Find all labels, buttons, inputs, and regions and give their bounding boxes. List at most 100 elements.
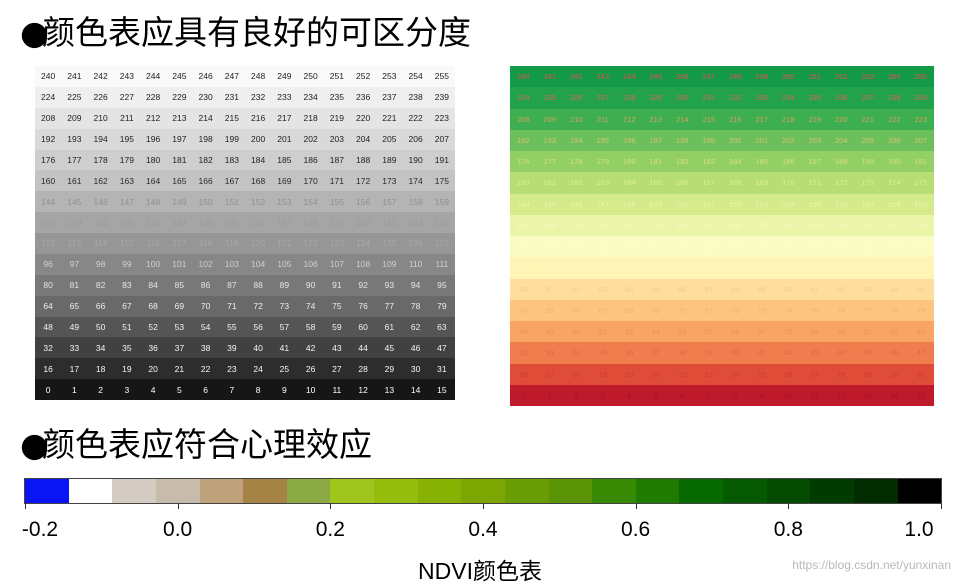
grid-cell: 213 — [166, 107, 193, 129]
grid-cell: 114 — [563, 236, 590, 258]
grid-cell: 182 — [192, 149, 219, 171]
grid-cell: 224 — [510, 87, 537, 109]
grid-cell: 221 — [376, 107, 403, 129]
grid-cell: 240 — [510, 66, 537, 88]
grid-cell: 255 — [428, 66, 455, 87]
grid-cell: 132 — [140, 212, 167, 233]
grid-cell: 123 — [323, 233, 350, 254]
grid-cell: 50 — [563, 321, 590, 343]
grid-cell: 53 — [642, 321, 669, 343]
grid-cell: 28 — [350, 358, 377, 380]
grid-cell: 148 — [616, 193, 643, 215]
grid-cell: 137 — [271, 212, 298, 233]
grid-cell: 22 — [669, 363, 696, 385]
grid-cell: 124 — [350, 233, 377, 254]
grid-cell: 145 — [61, 191, 88, 213]
colorbar-segment — [548, 479, 593, 503]
grid-cell: 162 — [87, 170, 114, 192]
grid-cell: 202 — [297, 128, 324, 150]
grid-cell: 189 — [376, 149, 403, 171]
grid-cell: 207 — [907, 129, 934, 151]
grid-cell: 166 — [669, 172, 696, 194]
grid-cell: 47 — [907, 342, 934, 364]
grid-cell: 61 — [854, 321, 881, 343]
colorbar-segment — [199, 479, 244, 503]
grid-cell: 73 — [271, 295, 298, 317]
grid-cell: 250 — [775, 66, 802, 88]
grid-cell: 164 — [140, 170, 167, 192]
grid-cell: 191 — [428, 149, 455, 171]
grid-cell: 4 — [616, 384, 643, 406]
grid-cell: 43 — [323, 337, 350, 359]
grid-cell: 26 — [775, 363, 802, 385]
grid-cell: 66 — [87, 295, 114, 317]
tick-mark — [177, 503, 179, 509]
grid-cell: 20 — [616, 363, 643, 385]
grid-cell: 152 — [722, 193, 749, 215]
grid-cell: 184 — [722, 151, 749, 173]
grid-cell: 40 — [245, 337, 272, 359]
grid-cell: 51 — [589, 321, 616, 343]
grid-cell: 232 — [722, 87, 749, 109]
tick-mark — [941, 503, 942, 509]
grid-cell: 135 — [218, 212, 245, 233]
grid-cell: 186 — [775, 151, 802, 173]
grid-cell: 109 — [854, 257, 881, 279]
grid-cell: 57 — [748, 321, 775, 343]
grid-cell: 217 — [271, 107, 298, 129]
grid-cell: 41 — [271, 337, 298, 359]
grid-cell: 84 — [140, 274, 167, 296]
grid-cell: 74 — [297, 295, 324, 317]
grid-cell: 97 — [536, 257, 563, 279]
grid-cell: 115 — [113, 233, 140, 254]
grid-cell: 147 — [113, 191, 140, 213]
grid-cell: 86 — [669, 278, 696, 300]
grid-cell: 34 — [563, 342, 590, 364]
colorbar-segment — [723, 479, 767, 503]
grid-cell: 206 — [402, 128, 429, 150]
grid-cell: 253 — [854, 66, 881, 88]
grid-cell: 15 — [428, 379, 455, 400]
tick-label: 0.2 — [315, 518, 345, 541]
grid-cell: 148 — [140, 191, 167, 213]
grid-cell: 96 — [510, 257, 537, 279]
grid-cell: 190 — [881, 151, 908, 173]
grid-cell: 172 — [350, 170, 377, 192]
grid-cell: 185 — [271, 149, 298, 171]
grid-cell: 201 — [271, 128, 298, 150]
grid-cell: 135 — [695, 214, 722, 236]
grid-cell: 108 — [828, 257, 855, 279]
grid-cell: 245 — [166, 66, 193, 87]
grid-cell: 80 — [35, 274, 62, 296]
grid-cell: 176 — [35, 149, 62, 171]
grid-cell: 200 — [722, 129, 749, 151]
grid-cell: 177 — [536, 151, 563, 173]
grid-cell: 229 — [642, 87, 669, 109]
grid-cell: 112 — [510, 236, 537, 258]
grid-cell: 161 — [536, 172, 563, 194]
grid-cell: 75 — [323, 295, 350, 317]
grid-cell: 194 — [563, 129, 590, 151]
colorbar-segment — [810, 479, 854, 503]
grid-cell: 177 — [61, 149, 88, 171]
grid-cell: 185 — [748, 151, 775, 173]
grid-cell: 1 — [536, 384, 563, 406]
grid-cell: 54 — [192, 316, 219, 338]
grid-cell: 34 — [87, 337, 114, 359]
grid-cell: 45 — [376, 337, 403, 359]
grid-cell: 138 — [775, 214, 802, 236]
grid-cell: 46 — [402, 337, 429, 359]
grid-cell: 182 — [669, 151, 696, 173]
grid-cell: 17 — [536, 363, 563, 385]
grid-cell: 107 — [323, 253, 350, 275]
grayscale-value-grid: 240 241 242 243 244 245 246 247 248 249 250 251 252 2… — [35, 66, 455, 400]
grid-cell: 65 — [536, 299, 563, 321]
grid-cell: 111 — [428, 253, 455, 275]
colorbar-segment — [374, 479, 418, 503]
grid-cell: 153 — [748, 193, 775, 215]
grid-cell: 36 — [616, 342, 643, 364]
grid-cell: 223 — [907, 108, 934, 130]
grid-cell: 95 — [428, 274, 455, 296]
colorbar-segment — [68, 479, 113, 503]
grid-cell: 146 — [563, 193, 590, 215]
